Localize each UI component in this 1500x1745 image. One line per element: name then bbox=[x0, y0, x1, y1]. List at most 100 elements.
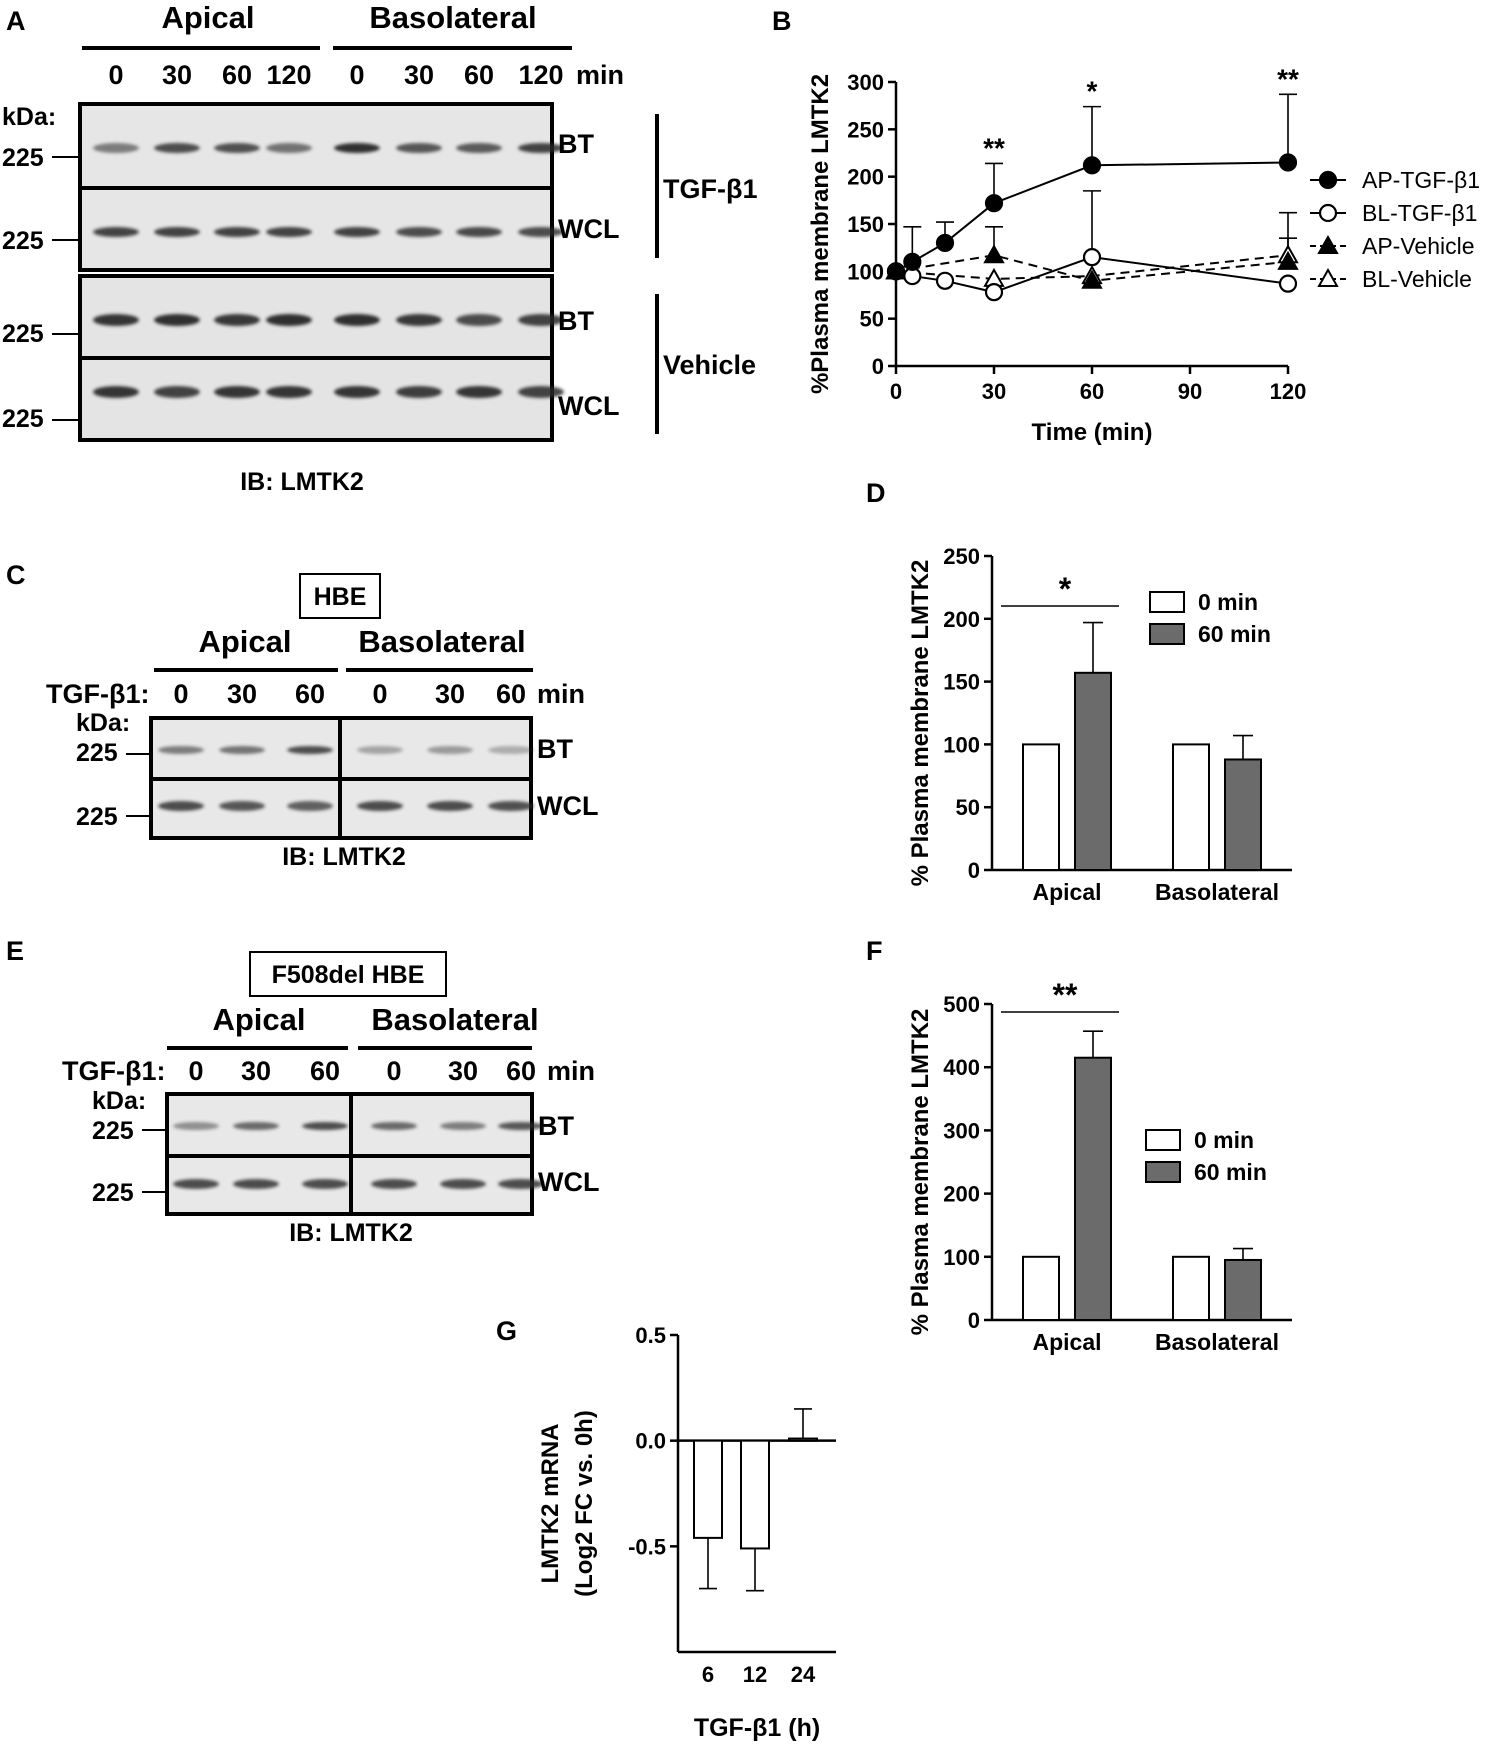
blot-band bbox=[154, 386, 200, 398]
bar bbox=[1224, 1258, 1262, 1321]
x-tick-label: 90 bbox=[1178, 379, 1202, 404]
y-tick-label: 250 bbox=[847, 117, 884, 142]
y-tick-label: 300 bbox=[943, 1118, 980, 1143]
time-label: 60 bbox=[222, 60, 252, 90]
kda-label: kDa: bbox=[2, 103, 56, 131]
marker-label: 225 bbox=[92, 1117, 134, 1145]
x-tick-label: 6 bbox=[702, 1662, 714, 1687]
y-tick-label: 0.0 bbox=[635, 1429, 666, 1454]
time-label: 30 bbox=[448, 1056, 478, 1086]
legend-label: 0 min bbox=[1198, 589, 1258, 615]
blot-band bbox=[214, 386, 260, 398]
panel-letter-d: D bbox=[866, 478, 886, 508]
legend-label: 60 min bbox=[1198, 621, 1271, 647]
time-label: 60 bbox=[295, 679, 325, 709]
blot-band bbox=[440, 1122, 486, 1130]
y-tick-label: 100 bbox=[847, 259, 884, 284]
group-label-apical: Apical bbox=[161, 0, 254, 35]
panel-letter-a: A bbox=[6, 6, 26, 36]
blot-band bbox=[302, 1122, 348, 1130]
time-label: 0 bbox=[349, 60, 364, 90]
legend-label: 60 min bbox=[1194, 1159, 1267, 1185]
time-label: 0 bbox=[372, 679, 387, 709]
x-axis-title: Time (min) bbox=[1032, 419, 1153, 446]
y-axis-title: (Log2 FC vs. 0h) bbox=[571, 1410, 598, 1597]
blot-band bbox=[287, 746, 333, 754]
row-label-bt: BT bbox=[537, 734, 573, 764]
group-label-basolateral: Basolateral bbox=[369, 0, 536, 35]
blot-band bbox=[456, 227, 502, 237]
legend-label: AP-Vehicle bbox=[1362, 233, 1475, 259]
data-point bbox=[1082, 156, 1102, 175]
treatment-label: TGF-β1: bbox=[46, 679, 149, 709]
time-label: 30 bbox=[162, 60, 192, 90]
blot-band bbox=[427, 746, 473, 754]
data-point bbox=[1278, 153, 1298, 172]
y-axis-title: % Plasma membrane LMTK2 bbox=[907, 1009, 934, 1336]
blot-band bbox=[93, 227, 139, 237]
x-tick-label: 0 bbox=[890, 379, 902, 404]
blot-band bbox=[266, 143, 312, 153]
data-point bbox=[1278, 274, 1298, 293]
bar bbox=[1224, 758, 1262, 871]
x-tick-label: 60 bbox=[1080, 379, 1104, 404]
x-axis-title: TGF-β1 (h) bbox=[694, 1714, 820, 1742]
blot-band bbox=[371, 1122, 417, 1130]
time-label: 30 bbox=[435, 679, 465, 709]
marker-label: 225 bbox=[92, 1179, 134, 1207]
blot-band bbox=[357, 746, 403, 754]
y-tick-label: 400 bbox=[943, 1055, 980, 1080]
blot-band bbox=[93, 143, 139, 153]
time-label: 30 bbox=[241, 1056, 271, 1086]
row-label-bt: BT bbox=[558, 306, 594, 336]
bar bbox=[1022, 1255, 1060, 1322]
data-point bbox=[1081, 269, 1103, 289]
time-label: 60 bbox=[496, 679, 526, 709]
x-tick-label: 120 bbox=[1270, 379, 1307, 404]
bar bbox=[693, 1439, 723, 1539]
y-axis-title: % Plasma membrane LMTK2 bbox=[907, 560, 934, 887]
blot-band bbox=[334, 143, 380, 153]
ib-label: IB: LMTK2 bbox=[289, 1219, 413, 1247]
x-tick-label: 24 bbox=[791, 1662, 816, 1687]
time-unit: min bbox=[576, 60, 624, 90]
blot-band bbox=[518, 386, 564, 398]
y-tick-label: 50 bbox=[956, 795, 980, 820]
cell-type-label: HBE bbox=[314, 583, 367, 611]
y-tick-label: 200 bbox=[943, 1182, 980, 1207]
row-label-wcl: WCL bbox=[558, 214, 619, 244]
legend-label: AP-TGF-β1 bbox=[1362, 167, 1480, 193]
legend-swatch bbox=[1149, 591, 1185, 613]
cell-type-label: F508del HBE bbox=[272, 961, 425, 989]
time-label: 120 bbox=[518, 60, 563, 90]
chart-f: F 0 100 200 300 400 500 % Plasma membrane LMTK… bbox=[866, 936, 1292, 1355]
panel-letter-g: G bbox=[496, 1316, 517, 1346]
legend-swatch bbox=[1145, 1161, 1181, 1183]
blot-band bbox=[518, 314, 564, 326]
group-label-apical: Apical bbox=[212, 1002, 305, 1037]
bar bbox=[1074, 1056, 1112, 1321]
cell-type-box bbox=[249, 951, 447, 997]
time-label: 30 bbox=[227, 679, 257, 709]
row-label-bt: BT bbox=[538, 1111, 574, 1141]
data-point bbox=[935, 233, 955, 253]
blot-band bbox=[266, 314, 312, 326]
time-label: 60 bbox=[506, 1056, 536, 1086]
blot-band bbox=[498, 1122, 544, 1130]
legend-label: BL-Vehicle bbox=[1362, 266, 1472, 292]
time-unit: min bbox=[547, 1056, 595, 1086]
ib-label: IB: LMTK2 bbox=[282, 843, 406, 871]
blot-band bbox=[302, 1179, 348, 1189]
group-label-basolateral: Basolateral bbox=[371, 1002, 538, 1037]
row-label-wcl: WCL bbox=[537, 791, 598, 821]
cell-type-box bbox=[299, 573, 381, 619]
blot-band bbox=[266, 227, 312, 237]
kda-label: kDa: bbox=[92, 1087, 146, 1115]
blot-band bbox=[214, 227, 260, 237]
blot-band bbox=[219, 801, 265, 811]
legend-swatch bbox=[1149, 623, 1185, 645]
time-label: 0 bbox=[108, 60, 123, 90]
legend-label: BL-TGF-β1 bbox=[1362, 200, 1477, 226]
time-label: 30 bbox=[404, 60, 434, 90]
blot-band bbox=[266, 386, 312, 398]
